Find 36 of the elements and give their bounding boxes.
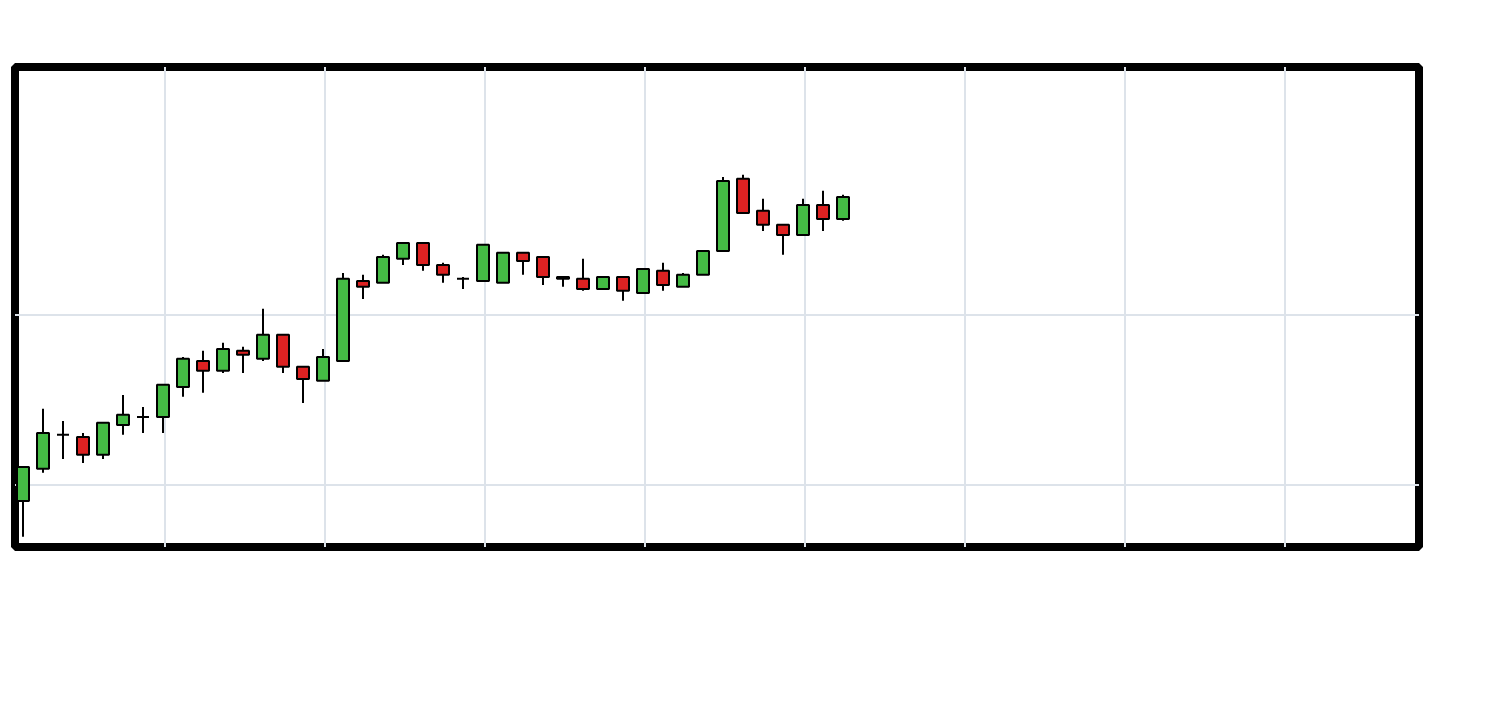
candlestick — [236, 345, 250, 374]
candlestick — [756, 197, 770, 232]
candlestick — [156, 383, 170, 434]
candlestick — [56, 420, 70, 461]
candlestick — [376, 253, 390, 284]
candlestick — [836, 193, 850, 222]
candlestick — [796, 197, 810, 236]
candlestick — [416, 241, 430, 272]
candlestick — [816, 189, 830, 232]
candlestick — [476, 243, 490, 282]
candlestick — [116, 393, 130, 436]
candlestick — [736, 173, 750, 214]
candlestick — [536, 256, 550, 286]
candlestick — [176, 355, 190, 398]
candlestick — [616, 275, 630, 302]
candlestick — [96, 421, 110, 461]
candlestick — [436, 261, 450, 284]
candlestick — [216, 341, 230, 374]
candlestick — [276, 333, 290, 374]
candlestick — [36, 407, 50, 474]
candlestick — [636, 267, 650, 294]
candlestick — [396, 241, 410, 267]
candlestick — [656, 261, 670, 292]
candlestick — [76, 431, 90, 465]
candlestick — [196, 349, 210, 394]
candlestick — [296, 365, 310, 404]
candlestick — [356, 273, 370, 301]
candlestick — [136, 405, 150, 434]
candlestick — [576, 257, 590, 292]
candlestick — [496, 251, 510, 284]
candlestick — [696, 249, 710, 276]
candlestick — [516, 251, 530, 276]
candlestick — [256, 307, 270, 362]
candlestick — [16, 466, 30, 538]
candlestick — [316, 347, 330, 382]
candlestick — [776, 223, 790, 256]
